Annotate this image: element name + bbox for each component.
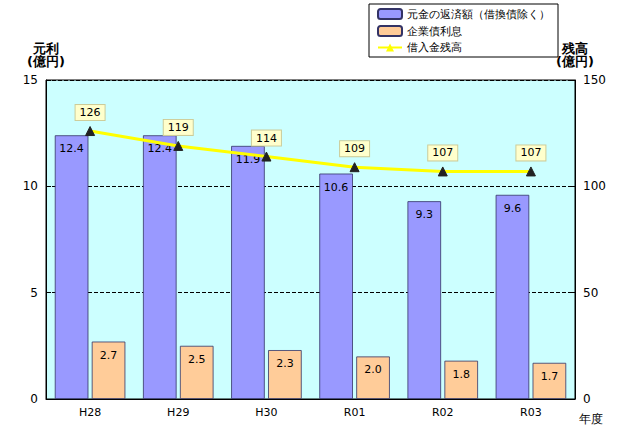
svg-text:119: 119 (168, 121, 189, 134)
svg-text:0: 0 (30, 392, 38, 406)
svg-text:150: 150 (583, 73, 606, 87)
svg-text:15: 15 (23, 73, 38, 87)
svg-text:(億円): (億円) (556, 54, 594, 69)
svg-text:9.6: 9.6 (504, 202, 522, 215)
svg-text:50: 50 (583, 286, 598, 300)
svg-text:R03: R03 (520, 406, 542, 419)
svg-text:2.0: 2.0 (364, 363, 382, 376)
svg-text:10: 10 (23, 179, 38, 193)
svg-text:H28: H28 (79, 406, 101, 419)
svg-text:100: 100 (583, 179, 606, 193)
svg-text:1.8: 1.8 (452, 368, 470, 381)
svg-text:残高: 残高 (562, 41, 588, 56)
svg-text:年度: 年度 (579, 412, 603, 426)
svg-text:元利: 元利 (33, 41, 59, 56)
svg-text:5: 5 (30, 286, 38, 300)
svg-text:10.6: 10.6 (324, 181, 349, 194)
svg-text:R01: R01 (344, 406, 366, 419)
svg-text:109: 109 (344, 142, 365, 155)
svg-text:1.7: 1.7 (541, 370, 559, 383)
svg-text:0: 0 (583, 392, 591, 406)
svg-text:126: 126 (80, 106, 101, 119)
svg-text:107: 107 (432, 146, 453, 159)
svg-text:2.3: 2.3 (276, 357, 294, 370)
svg-text:12.4: 12.4 (59, 142, 84, 155)
svg-text:9.3: 9.3 (416, 208, 434, 221)
svg-text:12.4: 12.4 (147, 142, 172, 156)
svg-text:114: 114 (256, 132, 277, 145)
svg-text:H30: H30 (255, 406, 277, 419)
svg-text:(億円): (億円) (27, 54, 65, 69)
svg-text:借入金残高: 借入金残高 (407, 41, 462, 54)
svg-text:2.7: 2.7 (100, 349, 118, 362)
svg-text:元金の返済額（借換債除く）: 元金の返済額（借換債除く） (407, 8, 550, 21)
svg-text:11.9: 11.9 (235, 152, 261, 166)
svg-text:R02: R02 (432, 406, 454, 419)
svg-text:H29: H29 (167, 406, 189, 419)
svg-text:107: 107 (520, 146, 541, 159)
svg-text:企業債利息: 企業債利息 (407, 25, 462, 38)
svg-text:2.5: 2.5 (188, 353, 206, 366)
